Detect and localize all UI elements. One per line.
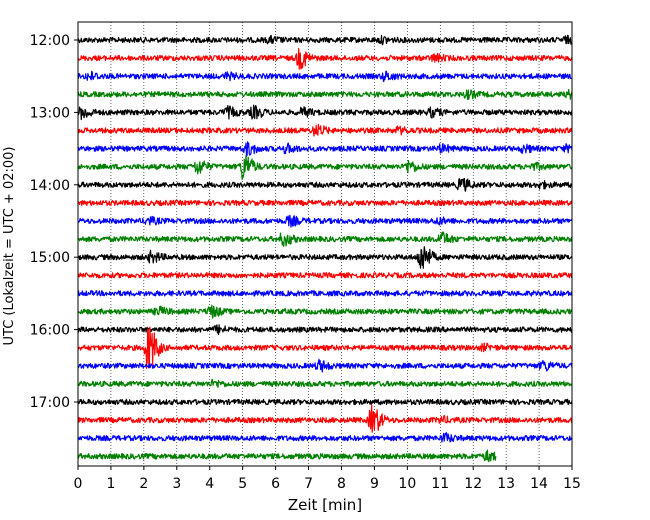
- trace-row: [77, 304, 573, 319]
- y-tick-label: 16:00: [30, 323, 70, 339]
- x-tick-label: 3: [172, 476, 181, 492]
- trace-row: [77, 379, 573, 388]
- trace-row: [77, 398, 573, 406]
- x-tick-label: 1: [106, 476, 115, 492]
- y-tick-label: 17:00: [30, 395, 70, 411]
- y-tick-label: 12:00: [30, 33, 70, 49]
- x-tick-label: 10: [398, 476, 416, 492]
- x-tick-label: 11: [431, 476, 449, 492]
- trace-row: [77, 246, 573, 269]
- trace-row: [77, 141, 573, 157]
- x-tick-label: 12: [464, 476, 482, 492]
- traces: [77, 34, 573, 463]
- y-axis-label: UTC (Lokalzeit = UTC + 02:00): [2, 147, 17, 346]
- x-tick-label: 15: [563, 476, 581, 492]
- trace-row: [77, 358, 573, 373]
- trace-row: [77, 177, 573, 192]
- plot-background: [78, 22, 572, 466]
- plot-frame: [77, 21, 573, 467]
- trace-row: [77, 34, 573, 46]
- trace-row: [77, 432, 573, 443]
- trace-row: [77, 155, 573, 180]
- trace-row: [77, 70, 573, 83]
- x-axis-label: Zeit [min]: [288, 496, 362, 514]
- trace-row: [77, 123, 573, 137]
- x-tick-label: 9: [370, 476, 379, 492]
- trace-row: [77, 449, 497, 463]
- trace-row: [77, 104, 573, 121]
- x-tick-label: 2: [139, 476, 148, 492]
- trace-row: [77, 290, 573, 297]
- y-tick-label: 15:00: [30, 250, 70, 266]
- y-tick-label: 14:00: [30, 178, 70, 194]
- y-axis-ticks: 12:00 13:00 14:00 15:00 16:00 17:00: [30, 33, 78, 411]
- x-tick-label: 4: [205, 476, 214, 492]
- trace-row: [77, 272, 573, 279]
- trace-row: [77, 324, 573, 336]
- x-tick-label: 0: [74, 476, 83, 492]
- x-tick-label: 7: [304, 476, 313, 492]
- trace-row: [77, 326, 573, 369]
- grid-lines: [110, 22, 540, 466]
- trace-row: [77, 88, 573, 100]
- y-tick-label: 13:00: [30, 105, 70, 121]
- trace-row: [77, 231, 573, 247]
- x-tick-label: 6: [271, 476, 280, 492]
- x-tick-label: 8: [337, 476, 346, 492]
- x-tick-label: 13: [497, 476, 515, 492]
- x-tick-label: 14: [530, 476, 548, 492]
- trace-row: [77, 199, 573, 207]
- x-axis-ticks: 0 1 2 3 4 5 6 7 8 9 10 11 12 13 14 15: [74, 466, 581, 492]
- x-tick-label: 5: [238, 476, 247, 492]
- trace-row: [77, 48, 573, 70]
- trace-row: [77, 404, 573, 433]
- trace-row: [77, 214, 573, 228]
